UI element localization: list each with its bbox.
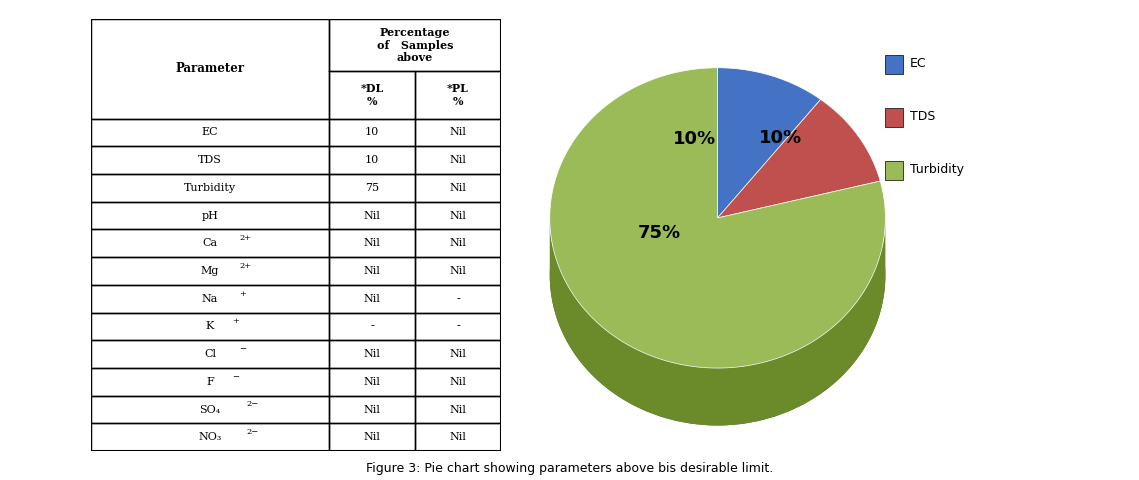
Text: pH: pH [202,211,219,221]
Text: Nil: Nil [450,211,467,221]
Text: 2+: 2+ [239,262,252,270]
Text: 2−: 2− [246,428,259,436]
Text: Cl: Cl [204,349,216,359]
Polygon shape [550,218,885,425]
Text: 10%: 10% [759,129,802,147]
Text: EC: EC [202,127,219,137]
Text: 2+: 2+ [239,234,252,242]
Bar [885,55,903,74]
Text: 10%: 10% [673,131,715,148]
Text: 2−: 2− [246,400,259,408]
Text: −: − [239,345,246,353]
Text: Turbidity: Turbidity [910,163,964,176]
Text: Nil: Nil [450,183,467,193]
Text: Na: Na [202,294,219,304]
Text: -: - [457,294,460,304]
Text: TDS: TDS [910,110,935,123]
Text: Nil: Nil [363,377,380,387]
Text: 75%: 75% [638,224,680,242]
Text: 75: 75 [364,183,379,193]
Text: Nil: Nil [450,349,467,359]
Text: K: K [206,322,214,332]
Text: Figure 3: Pie chart showing parameters above bis desirable limit.: Figure 3: Pie chart showing parameters a… [366,462,773,475]
Text: Nil: Nil [363,405,380,415]
Text: Percentage
of   Samples
above: Percentage of Samples above [377,27,453,63]
Polygon shape [718,99,880,218]
Text: Nil: Nil [450,155,467,165]
Ellipse shape [550,125,885,425]
Text: Nil: Nil [450,432,467,443]
Text: -: - [370,322,374,332]
Text: Nil: Nil [363,211,380,221]
Text: F: F [206,377,214,387]
Text: Ca: Ca [203,238,218,248]
Bar [885,160,903,180]
Text: TDS: TDS [198,155,222,165]
Text: Nil: Nil [450,377,467,387]
Text: Nil: Nil [363,238,380,248]
Text: +: + [239,289,246,298]
Text: *PL
%: *PL % [448,83,469,107]
Text: NO₃: NO₃ [198,432,222,443]
Text: *DL
%: *DL % [360,83,384,107]
Polygon shape [718,68,820,218]
Text: Nil: Nil [363,294,380,304]
Text: 10: 10 [364,127,379,137]
Text: Turbidity: Turbidity [185,183,236,193]
Text: Nil: Nil [450,405,467,415]
Text: Mg: Mg [200,266,219,276]
Text: +: + [231,317,239,325]
Bar [885,108,903,127]
Text: Nil: Nil [450,238,467,248]
Text: EC: EC [910,57,926,70]
Text: Nil: Nil [363,266,380,276]
Text: SO₄: SO₄ [199,405,221,415]
Text: -: - [457,322,460,332]
Polygon shape [550,68,885,368]
Text: Parameter: Parameter [175,62,245,75]
Text: Nil: Nil [363,349,380,359]
Text: Nil: Nil [450,266,467,276]
Text: Nil: Nil [450,127,467,137]
Text: −: − [231,372,239,381]
Text: Nil: Nil [363,432,380,443]
Text: 10: 10 [364,155,379,165]
